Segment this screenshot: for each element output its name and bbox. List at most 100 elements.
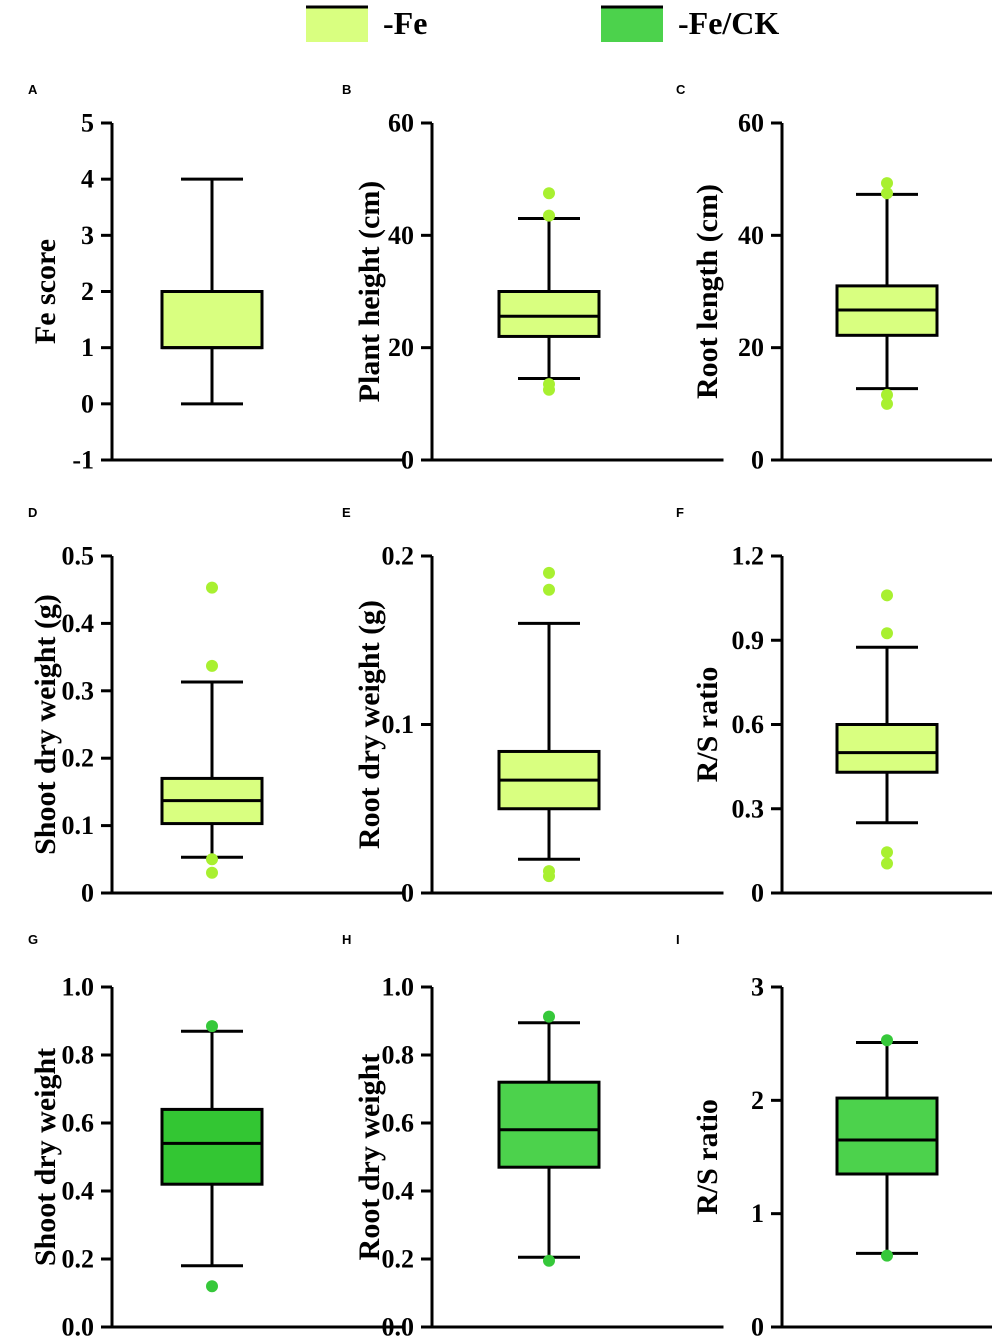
y-tick-label: 40 (738, 221, 764, 250)
y-axis-label: Root dry weight (g) (353, 600, 386, 849)
outlier-point (543, 378, 555, 391)
y-tick-label: 0.6 (732, 710, 765, 739)
y-tick-label: 0.9 (732, 626, 765, 655)
outlier-point (206, 866, 218, 879)
panel-c: C Root length (cm) 0 20 40 60 (676, 82, 992, 475)
y-tick-label: 0.8 (382, 1041, 415, 1070)
outlier-point (206, 659, 218, 672)
panel-h: H Root dry weight 0.0 0.2 0.4 0.6 0.8 1.0 (342, 932, 724, 1339)
y-tick-label: -1 (72, 446, 94, 475)
panel-letter: I (676, 932, 680, 947)
legend: -Fe -Fe/CK (306, 5, 779, 42)
y-tick-label: 0.1 (62, 811, 95, 840)
outlier-point (881, 397, 893, 410)
panel-letter: E (342, 505, 351, 520)
y-tick-label: 0 (81, 389, 94, 418)
outlier-point (543, 583, 555, 596)
legend-item: -Fe/CK (601, 5, 779, 42)
y-tick-label: 0 (751, 879, 764, 908)
box-iqr (160, 1107, 264, 1186)
y-tick-label: 0.5 (62, 542, 95, 571)
panel-f: F R/S ratio 0 0.3 0.6 0.9 1.2 (676, 505, 992, 908)
outlier-point (543, 1254, 555, 1267)
y-axis-label: Root dry weight (353, 1054, 386, 1261)
y-axis-label: Root length (cm) (691, 184, 724, 399)
y-tick-label: 0.4 (382, 1177, 415, 1206)
outlier-point (881, 1249, 893, 1262)
y-tick-label: 0.3 (732, 794, 765, 823)
box-iqr (835, 1096, 939, 1176)
panel-letter: B (342, 82, 351, 97)
panel-letter: C (676, 82, 686, 97)
outlier-point (881, 187, 893, 200)
box-iqr (835, 723, 939, 774)
y-tick-label: 0.3 (62, 676, 95, 705)
outlier-point (206, 581, 218, 594)
legend-swatch (306, 6, 368, 42)
panel-g: G Shoot dry weight 0.0 0.2 0.4 0.6 0.8 1.0 (28, 932, 404, 1339)
legend-label: -Fe (383, 5, 427, 41)
y-tick-label: 60 (738, 109, 764, 138)
y-tick-label: 0 (401, 879, 414, 908)
outlier-point (206, 1020, 218, 1033)
y-tick-label: 5 (81, 109, 94, 138)
legend-swatch (601, 6, 663, 42)
outlier-point (881, 857, 893, 870)
y-tick-label: 2 (81, 277, 94, 306)
legend-item: -Fe (306, 5, 427, 42)
panel-e: E Root dry weight (g) 0 0.1 0.2 (342, 505, 724, 908)
y-tick-label: 20 (388, 333, 414, 362)
y-tick-label: 1 (751, 1199, 764, 1228)
outlier-point (206, 1280, 218, 1293)
panel-letter: D (28, 505, 37, 520)
panel-a: A Fe score -1 0 1 2 3 4 5 (28, 82, 404, 475)
legend-label: -Fe/CK (678, 5, 779, 41)
y-tick-label: 0 (751, 1313, 764, 1339)
y-tick-label: 1.0 (382, 973, 415, 1002)
outlier-point (881, 177, 893, 190)
y-tick-label: 0 (81, 879, 94, 908)
y-axis-label: Plant height (cm) (353, 181, 386, 403)
y-tick-label: 0.8 (62, 1041, 95, 1070)
y-tick-label: 0 (401, 446, 414, 475)
y-tick-label: 40 (388, 221, 414, 250)
outlier-point (543, 865, 555, 878)
box-iqr (497, 1080, 601, 1169)
y-axis-label: R/S ratio (691, 667, 724, 783)
y-axis-label: Shoot dry weight (29, 1048, 62, 1266)
y-axis-label: R/S ratio (691, 1099, 724, 1215)
y-tick-label: 0.0 (382, 1313, 415, 1339)
panel-d: D Shoot dry weight (g) 0 0.1 0.2 0.3 0.4 0.5 (28, 505, 404, 908)
y-tick-label: 0.4 (62, 609, 95, 638)
y-tick-label: 0.0 (62, 1313, 95, 1339)
y-tick-label: 1 (81, 333, 94, 362)
panel-b: B Plant height (cm) 0 20 40 60 (342, 82, 724, 475)
y-tick-label: 20 (738, 333, 764, 362)
panel-letter: A (28, 82, 38, 97)
y-tick-label: 0.2 (62, 744, 95, 773)
outlier-point (543, 1010, 555, 1023)
outlier-point (881, 388, 893, 401)
panel-letter: H (342, 932, 351, 947)
outlier-point (881, 1034, 893, 1047)
y-tick-label: 0 (751, 446, 764, 475)
y-tick-label: 3 (751, 973, 764, 1002)
outlier-point (206, 853, 218, 866)
y-tick-label: 0.2 (62, 1245, 95, 1274)
y-axis-label: Shoot dry weight (g) (29, 594, 62, 855)
y-tick-label: 0.6 (62, 1109, 95, 1138)
outlier-point (543, 209, 555, 222)
outlier-point (543, 566, 555, 579)
outlier-point (543, 187, 555, 200)
y-tick-label: 2 (751, 1086, 764, 1115)
y-tick-label: 3 (81, 221, 94, 250)
y-tick-label: 60 (388, 109, 414, 138)
outlier-point (881, 846, 893, 859)
y-tick-label: 0.4 (62, 1177, 95, 1206)
outlier-point (881, 627, 893, 640)
y-axis-label: Fe score (29, 239, 62, 344)
y-tick-label: 0.1 (382, 710, 415, 739)
y-tick-label: 1.2 (732, 542, 765, 571)
